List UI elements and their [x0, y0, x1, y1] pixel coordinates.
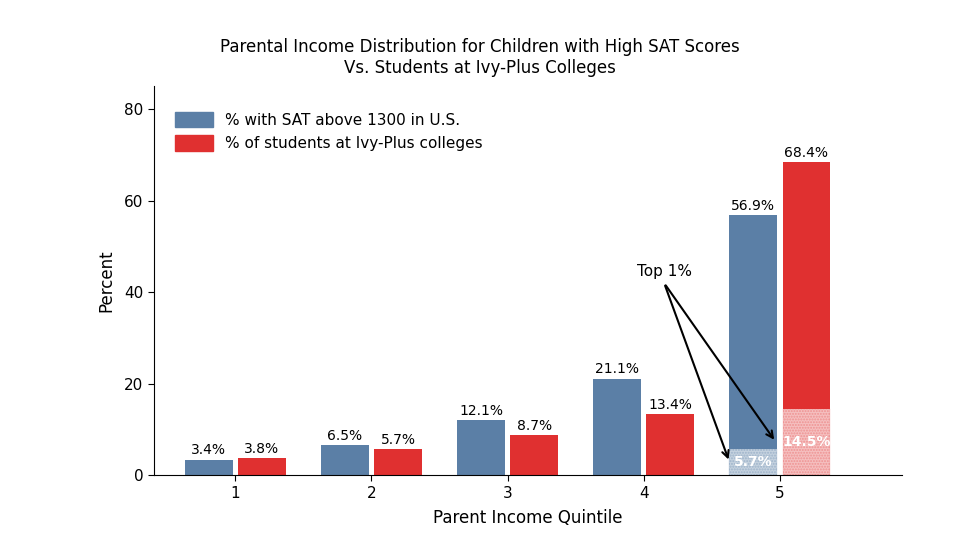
Bar: [185, 460, 232, 475]
Text: 14.5%: 14.5%: [782, 435, 830, 449]
Bar: [457, 420, 505, 475]
Bar: [593, 379, 641, 475]
Text: 8.7%: 8.7%: [516, 419, 552, 433]
Bar: [782, 163, 830, 409]
Bar: [321, 446, 369, 475]
Text: 12.1%: 12.1%: [459, 403, 503, 417]
Bar: [238, 458, 286, 475]
Legend: % with SAT above 1300 in U.S., % of students at Ivy-Plus colleges: % with SAT above 1300 in U.S., % of stud…: [169, 106, 489, 158]
Text: 3.8%: 3.8%: [244, 442, 279, 456]
Text: 6.5%: 6.5%: [327, 429, 363, 443]
Text: 5.7%: 5.7%: [380, 433, 416, 447]
Bar: [730, 449, 778, 475]
Y-axis label: Percent: Percent: [98, 249, 115, 312]
Bar: [782, 409, 830, 475]
Text: Parental Income Distribution for Children with High SAT Scores
Vs. Students at I: Parental Income Distribution for Childre…: [220, 38, 740, 77]
Bar: [730, 215, 778, 449]
Text: 56.9%: 56.9%: [732, 199, 776, 213]
Bar: [646, 414, 694, 475]
Text: 13.4%: 13.4%: [648, 397, 692, 411]
Text: 21.1%: 21.1%: [595, 362, 639, 376]
Text: 3.4%: 3.4%: [191, 443, 227, 457]
Text: 68.4%: 68.4%: [784, 146, 828, 160]
X-axis label: Parent Income Quintile: Parent Income Quintile: [433, 509, 623, 527]
Bar: [511, 435, 558, 475]
Bar: [374, 449, 421, 475]
Text: 5.7%: 5.7%: [734, 455, 773, 469]
Text: Top 1%: Top 1%: [636, 264, 691, 279]
